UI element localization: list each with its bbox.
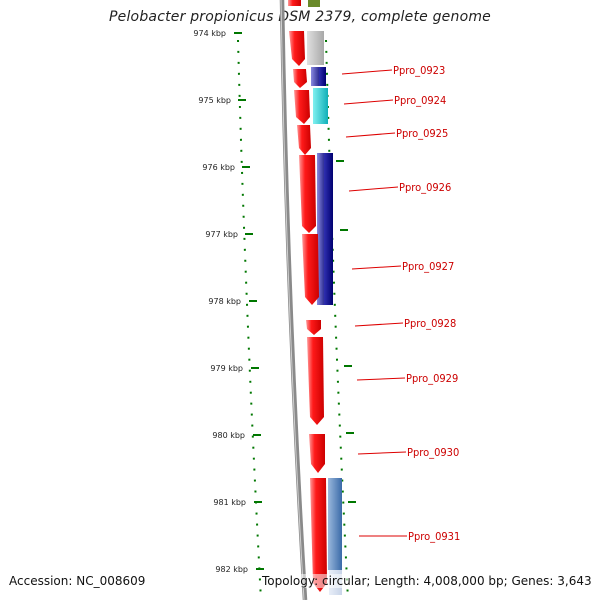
gene-leader-lines bbox=[341, 69, 407, 537]
gene-leader-line bbox=[351, 265, 402, 270]
cds-arrow bbox=[299, 155, 316, 233]
ruler-tick-label: 977 kbp bbox=[205, 230, 238, 239]
feature-block-teal bbox=[313, 88, 328, 124]
gene-label-ppro-0929[interactable]: Ppro_0929 bbox=[406, 372, 458, 385]
inner-ring-ticks bbox=[336, 160, 356, 503]
feature-block-navy-long bbox=[324, 153, 333, 305]
gene-label-ppro-0930[interactable]: Ppro_0930 bbox=[407, 446, 459, 459]
map-title: Pelobacter propionicus DSM 2379, complet… bbox=[109, 9, 491, 25]
ruler-tick-label: 982 kbp bbox=[215, 565, 248, 574]
cds-arrow bbox=[309, 434, 325, 473]
ruler-tick-label: 974 kbp bbox=[193, 29, 226, 38]
gene-leader-line bbox=[343, 99, 394, 105]
cds-track bbox=[288, 0, 327, 592]
feature-block-steelblue bbox=[328, 478, 342, 570]
feature-block-gray bbox=[307, 31, 324, 65]
feature-block-navy bbox=[319, 67, 326, 86]
gene-leader-line bbox=[356, 377, 406, 381]
ruler-dotted-ring bbox=[237, 39, 262, 600]
gene-leader-line bbox=[345, 132, 396, 138]
gene-label-ppro-0927[interactable]: Ppro_0927 bbox=[402, 260, 454, 273]
gene-leader-line bbox=[357, 451, 407, 455]
accession-label: Accession: NC_008609 bbox=[9, 574, 146, 588]
gene-label-ppro-0931[interactable]: Ppro_0931 bbox=[408, 530, 460, 543]
genome-backbone bbox=[279, 0, 308, 600]
feature-block-olive bbox=[308, 0, 320, 7]
feature-block-indigo bbox=[311, 67, 320, 86]
cds-arrow bbox=[289, 31, 305, 66]
cds-arrow bbox=[306, 320, 321, 335]
gene-labels: Ppro_0923 Ppro_0924 Ppro_0925 Ppro_0926 … bbox=[393, 64, 460, 543]
gene-label-ppro-0926[interactable]: Ppro_0926 bbox=[399, 181, 451, 194]
ruler-tick-label: 975 kbp bbox=[198, 96, 231, 105]
cds-arrow bbox=[307, 337, 324, 425]
gene-leader-line bbox=[341, 69, 393, 75]
feature-block-indigo-long bbox=[317, 153, 325, 305]
topology-label: Topology: circular; Length: 4,008,000 bp… bbox=[262, 574, 592, 588]
ruler-ticks bbox=[234, 32, 264, 570]
ruler-tick-labels: 974 kbp 975 kbp 976 kbp 977 kbp 978 kbp … bbox=[193, 29, 248, 574]
genome-backbone-highlight bbox=[280, 0, 305, 600]
gene-leader-line bbox=[354, 322, 404, 327]
ruler-tick-label: 981 kbp bbox=[213, 498, 246, 507]
ruler-tick-label: 978 kbp bbox=[208, 297, 241, 306]
ruler-tick-label: 980 kbp bbox=[212, 431, 245, 440]
gene-label-ppro-0928[interactable]: Ppro_0928 bbox=[404, 317, 456, 330]
cds-arrow bbox=[310, 478, 327, 592]
ruler-tick-label: 976 kbp bbox=[202, 163, 235, 172]
cds-arrow bbox=[302, 234, 319, 305]
gene-label-ppro-0924[interactable]: Ppro_0924 bbox=[394, 94, 446, 107]
cds-arrow bbox=[293, 69, 307, 88]
gene-leader-line bbox=[348, 186, 399, 192]
cds-arrow bbox=[294, 90, 310, 124]
gene-label-ppro-0925[interactable]: Ppro_0925 bbox=[396, 127, 448, 140]
ruler-tick-label: 979 kbp bbox=[210, 364, 243, 373]
cds-arrow bbox=[297, 125, 311, 155]
cds-arrow-top bbox=[288, 0, 301, 6]
gene-label-ppro-0923[interactable]: Ppro_0923 bbox=[393, 64, 445, 77]
